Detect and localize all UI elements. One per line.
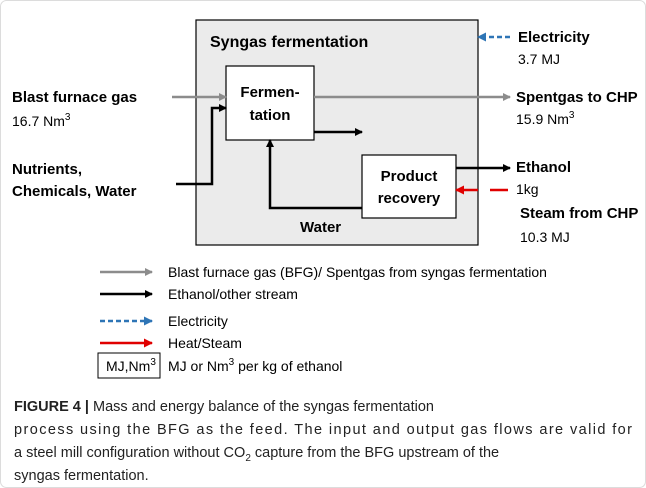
legend-label: Ethanol/other stream: [168, 286, 298, 302]
process-title: Syngas fermentation: [210, 34, 368, 51]
steam-amount: 10.3 MJ: [520, 229, 570, 245]
recovery-box: [361, 154, 457, 219]
ethanol-amount: 1kg: [516, 181, 539, 197]
unit-box: [97, 352, 161, 379]
fermentation-label: Fermen-: [240, 84, 299, 101]
steam-label: Steam from CHP: [520, 205, 638, 222]
caption-line: process using the BFG as the feed. The i…: [14, 422, 632, 438]
recovery-label: Product: [381, 168, 438, 185]
legend-label: Blast furnace gas (BFG)/ Spentgas from s…: [168, 264, 547, 280]
caption-line: FIGURE 4 | Mass and energy balance of th…: [14, 399, 434, 415]
caption-line: a steel mill configuration without CO2 c…: [14, 445, 499, 464]
recovery-label: recovery: [378, 190, 441, 207]
caption-line: syngas fermentation.: [14, 468, 149, 484]
nutrients-label: Chemicals, Water: [12, 183, 137, 200]
electricity-label: Electricity: [518, 29, 590, 46]
ethanol-label: Ethanol: [516, 159, 571, 176]
unit-text: MJ or Nm3 per kg of ethanol: [168, 357, 342, 374]
bfg-amount: 16.7 Nm3: [12, 112, 71, 129]
bfg-label: Blast furnace gas: [12, 89, 137, 106]
spentgas-amount: 15.9 Nm3: [516, 110, 575, 127]
nutrients-arrow: [176, 104, 227, 186]
fermentation-label: tation: [250, 107, 291, 124]
unit-box-label: MJ,Nm3: [106, 357, 156, 374]
electricity-amount: 3.7 MJ: [518, 51, 560, 67]
water-arrow: [266, 139, 362, 210]
legend-label: Electricity: [168, 313, 228, 329]
nutrients-label: Nutrients,: [12, 161, 82, 178]
legend-label: Heat/Steam: [168, 335, 242, 351]
spentgas-label: Spentgas to CHP: [516, 89, 638, 106]
fermentation-box: [225, 65, 315, 141]
water-label: Water: [300, 219, 341, 236]
